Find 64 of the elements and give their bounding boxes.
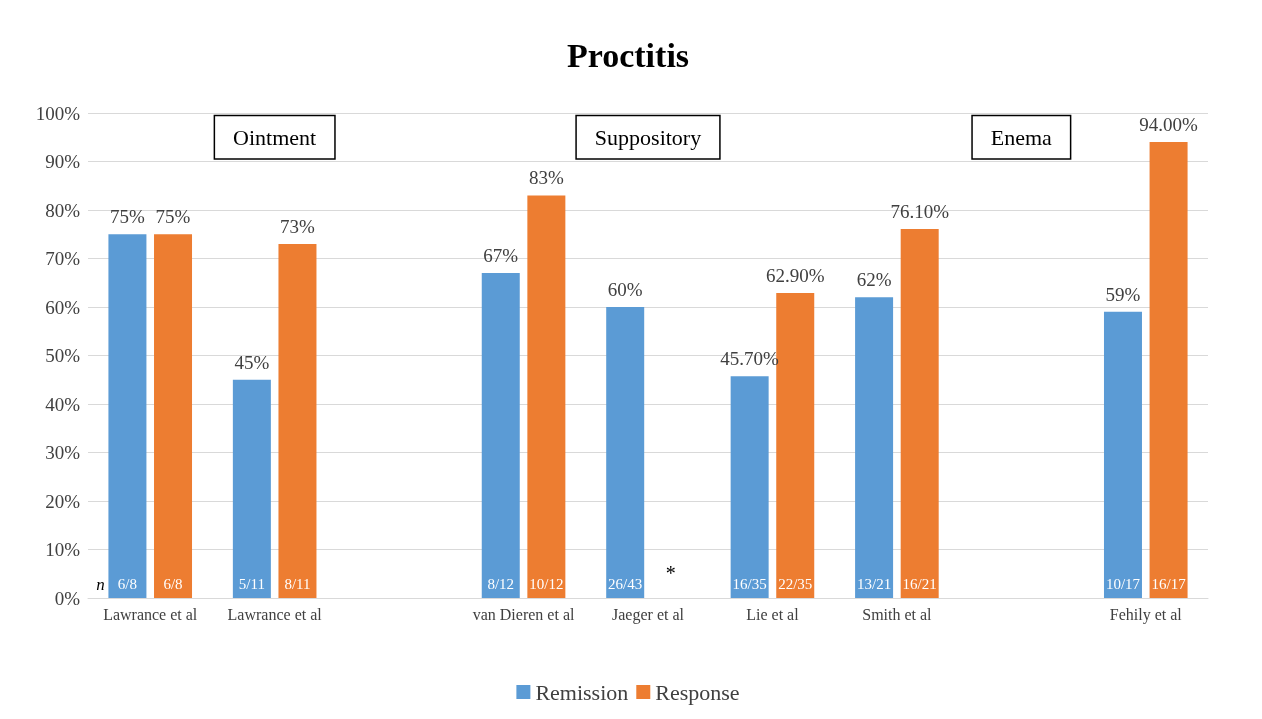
data-label: 60% xyxy=(607,279,643,300)
bar xyxy=(481,273,520,598)
legend-label: Remission xyxy=(535,679,629,705)
annotation: * xyxy=(665,562,676,585)
y-tick-label: 100% xyxy=(35,102,81,124)
annotation: 16/17 xyxy=(1151,576,1187,592)
y-tick-label: 70% xyxy=(45,248,81,269)
bar xyxy=(154,234,193,598)
data-label: 62% xyxy=(856,269,892,291)
annotation: 26/43 xyxy=(608,576,643,592)
data-label: 67% xyxy=(483,245,519,267)
annotation: 6/8 xyxy=(163,576,183,592)
bar xyxy=(776,292,815,598)
annotation: 8/11 xyxy=(284,576,311,592)
bar xyxy=(1103,311,1142,598)
annotation: 10/12 xyxy=(529,576,564,592)
x-tick-label: Smith et al xyxy=(862,605,933,623)
legend-label: Response xyxy=(655,679,740,705)
data-label: 75% xyxy=(155,206,191,228)
y-tick-label: 10% xyxy=(45,539,81,560)
annotation: n xyxy=(96,574,105,594)
annotation: 5/11 xyxy=(238,576,265,592)
annotation: 13/21 xyxy=(857,576,892,592)
annotation: 16/21 xyxy=(902,576,937,592)
bar xyxy=(108,234,147,598)
data-label: 62.90% xyxy=(765,264,825,286)
annotation: 16/35 xyxy=(732,576,767,592)
data-label: 94.00% xyxy=(1139,114,1199,136)
y-tick-label: 60% xyxy=(45,296,81,318)
annotation: 22/35 xyxy=(778,576,813,592)
x-tick-label: Lawrance et al xyxy=(227,605,323,623)
y-tick-label: 20% xyxy=(45,490,81,512)
x-tick-label: Jaeger et al xyxy=(612,605,685,624)
data-label: 59% xyxy=(1105,283,1141,305)
annotation: 10/17 xyxy=(1105,576,1141,592)
bar xyxy=(527,195,566,598)
x-tick-label: Fehily et al xyxy=(1109,605,1183,624)
bar xyxy=(232,379,271,598)
data-label: 75% xyxy=(110,206,146,228)
bar xyxy=(1149,142,1188,598)
x-tick-label: Lawrance et al xyxy=(103,605,198,623)
x-tick-label: Lie et al xyxy=(746,605,800,623)
chart-title: Proctitis xyxy=(566,36,690,74)
x-tick-label: van Dieren et al xyxy=(472,605,575,623)
annotation: 8/12 xyxy=(487,576,515,592)
y-tick-label: 50% xyxy=(45,345,81,366)
annotation: Ointment xyxy=(233,124,317,150)
y-tick-label: 30% xyxy=(45,442,81,463)
bar xyxy=(278,243,317,598)
bar xyxy=(900,228,939,598)
bar xyxy=(730,376,769,598)
y-tick-label: 80% xyxy=(45,199,81,221)
data-label: 45% xyxy=(234,351,270,373)
y-tick-label: 90% xyxy=(45,151,81,172)
data-label: 73% xyxy=(280,215,316,237)
bar xyxy=(606,307,645,598)
y-tick-label: 40% xyxy=(45,393,81,415)
annotation: Suppository xyxy=(594,124,702,150)
annotation: Enema xyxy=(990,124,1053,150)
data-label: 76.10% xyxy=(890,200,950,222)
annotation: 6/8 xyxy=(117,576,138,592)
data-label: 83% xyxy=(528,167,564,189)
bar xyxy=(855,297,894,598)
y-tick-label: 0% xyxy=(54,587,81,609)
